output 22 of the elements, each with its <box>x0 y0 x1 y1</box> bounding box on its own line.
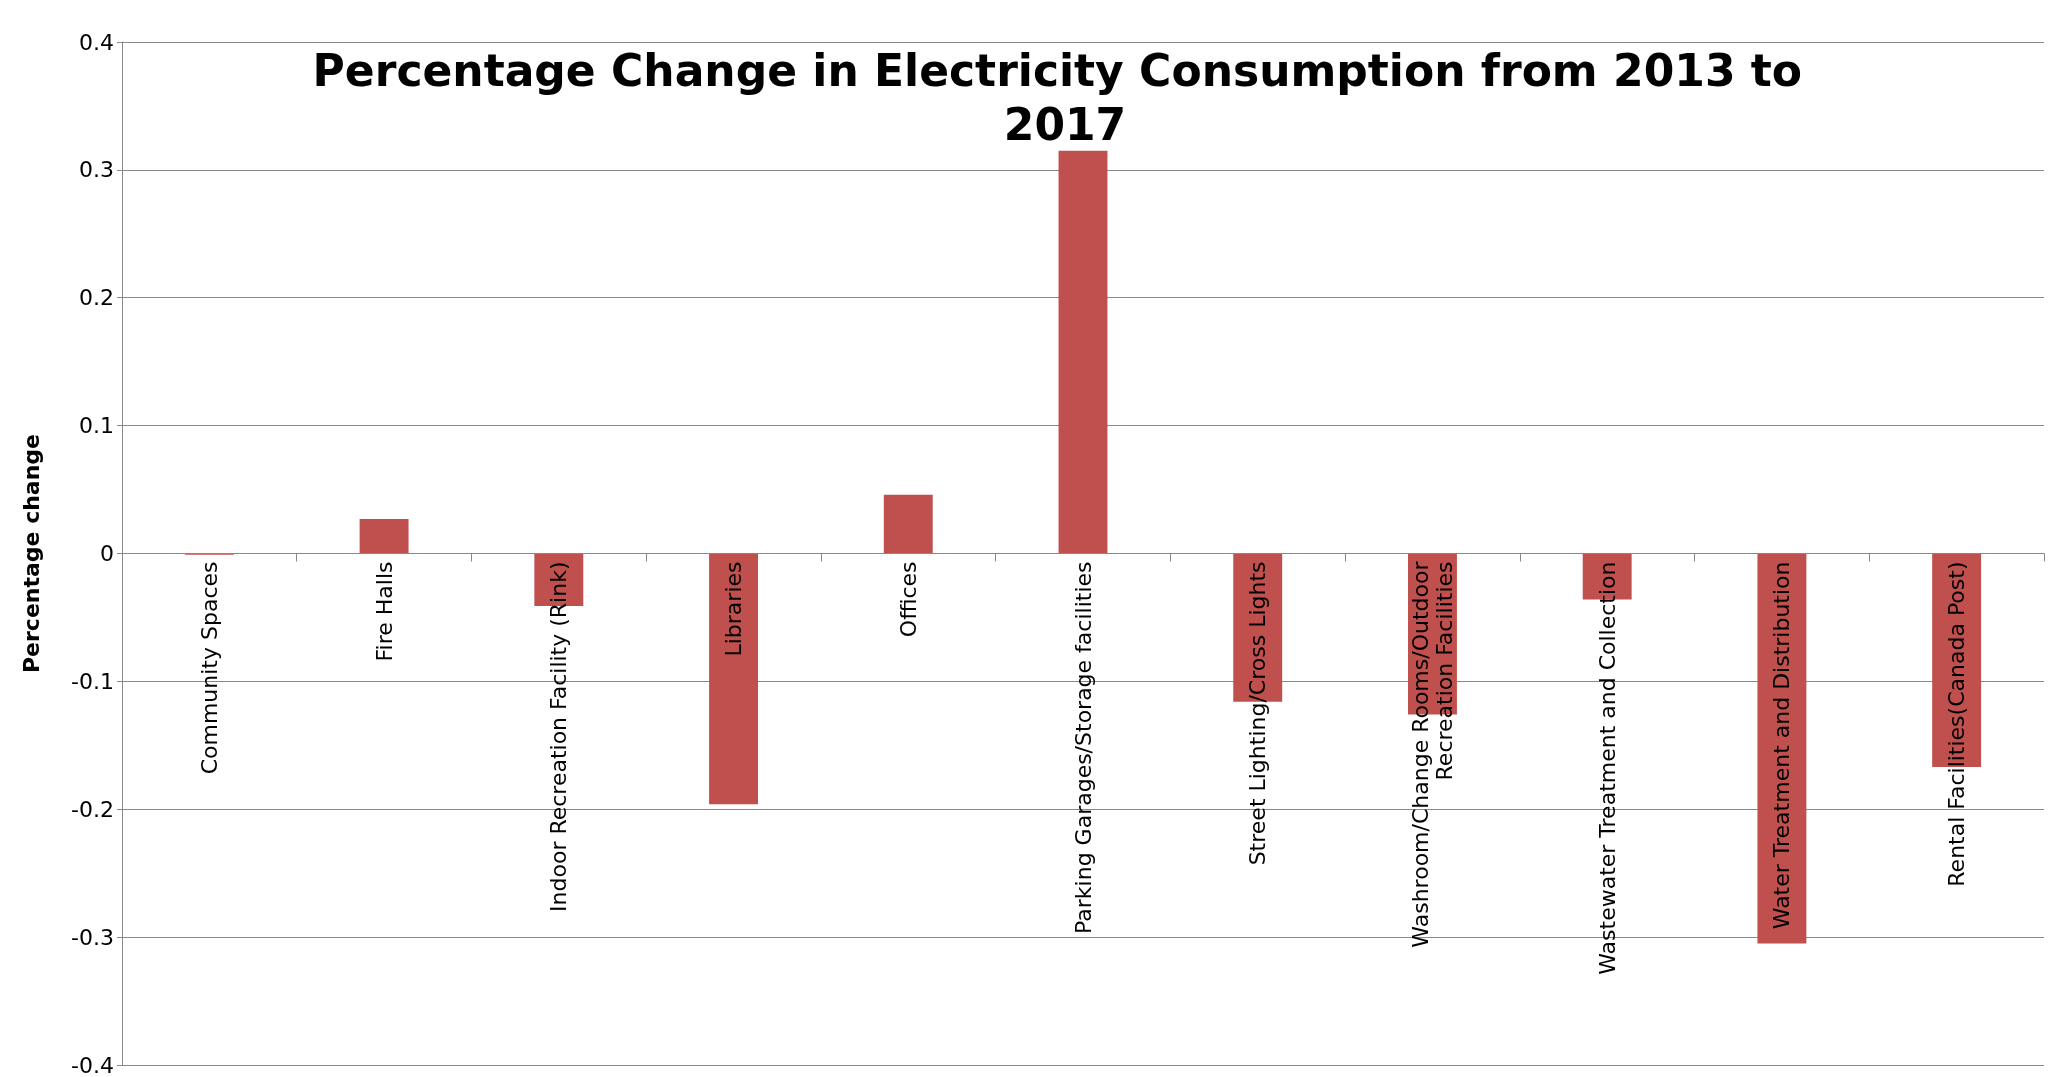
y-tick-label: 0.3 <box>79 157 114 183</box>
y-tick-label: -0.4 <box>71 1052 114 1077</box>
x-tick-label: Libraries <box>721 561 747 657</box>
x-tick-label: Water Treatment and Distribution <box>1769 561 1795 930</box>
y-tick-label: 0.4 <box>79 29 114 55</box>
y-tick-label: -0.3 <box>71 924 114 950</box>
y-tick-label: 0.2 <box>79 285 114 311</box>
x-tick-label: Street Lighting/Cross Lights <box>1245 561 1271 866</box>
x-tick-label: Washroom/Change Rooms/Outdoor Recreation Facilities <box>1407 560 1457 948</box>
y-tick-label: 0 <box>100 541 114 566</box>
y-tick-label: -0.1 <box>71 668 114 694</box>
y-tick-label: 0.1 <box>79 413 114 439</box>
x-tick-label: Parking Garages/Storage facilities <box>1070 561 1096 934</box>
x-tick-label: Wastewater Treatment and Collection <box>1594 561 1620 975</box>
x-tick-label: Indoor Recreation Facility (Rink) <box>546 561 572 912</box>
x-tick-label: Offices <box>895 561 921 638</box>
x-tick-label: Fire Halls <box>371 561 397 662</box>
text: Percentage Change in Electricity Consumption from 2013 to 2017 <box>312 44 1818 150</box>
y-tick-label: -0.2 <box>71 796 114 822</box>
x-tick-label: Community Spaces <box>196 561 222 775</box>
x-tick-label: Rental Facilities(Canada Post) <box>1944 561 1970 887</box>
y-axis-title: Percentage change <box>18 433 44 674</box>
